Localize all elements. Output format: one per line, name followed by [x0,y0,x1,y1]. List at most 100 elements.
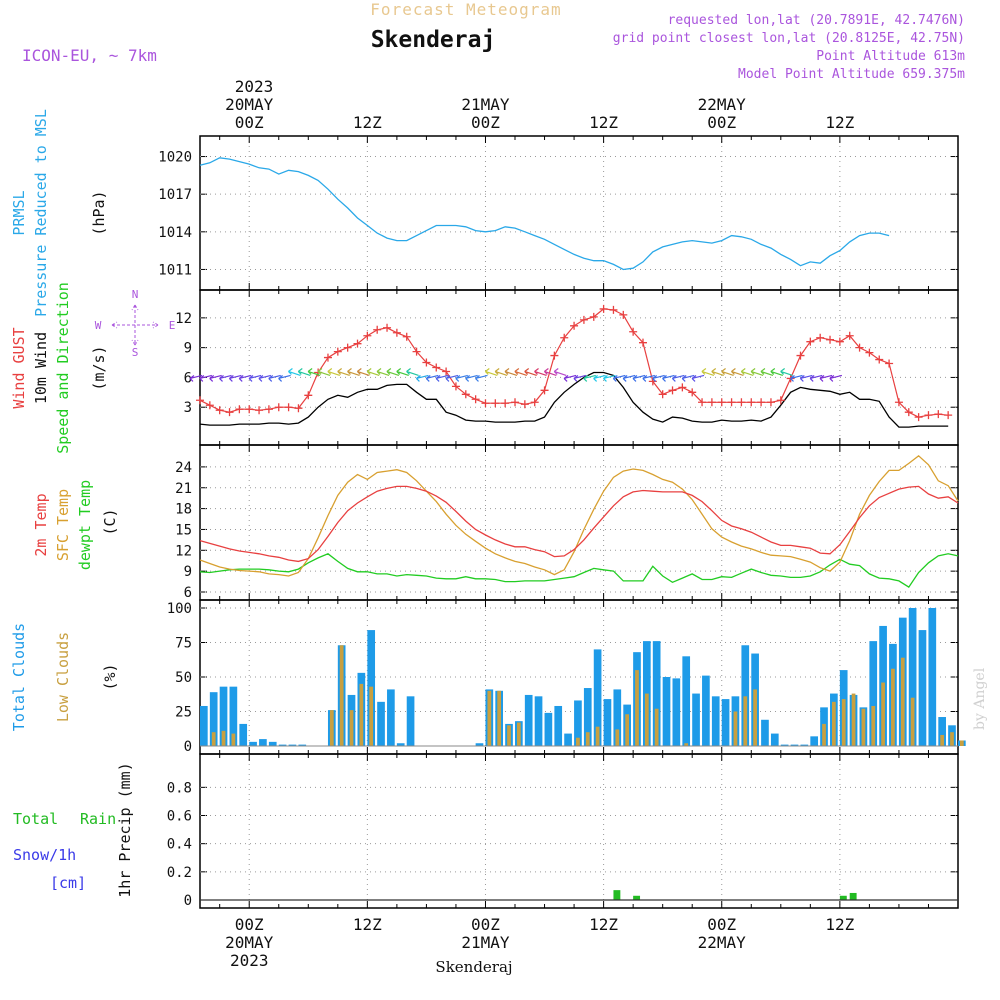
y-tick-label: 12 [175,311,192,327]
top-year-label: 2023 [235,77,274,96]
y-tick-label: 0 [184,739,192,755]
low-cloud-bar [487,690,492,746]
clouds-unit: (%) [101,663,119,690]
total-cloud-bar [524,694,533,746]
wind-direction-arrow [652,374,665,382]
gust-marker [766,398,775,407]
wind-direction-arrow [258,374,272,382]
wind-direction-arrow [199,374,212,382]
sfc-label: SFC Temp [54,489,72,561]
y-tick-label: 12 [175,543,192,559]
y-tick-label: 9 [184,564,192,580]
gust-marker [658,390,667,399]
wind-direction-arrow [209,374,222,382]
wind-direction-arrow [288,367,301,377]
dewpt-label: dewpt Temp [76,480,94,570]
rain-bar [839,895,847,900]
total-cloud-bar [278,744,287,746]
low-cloud-bar [891,668,895,746]
low-cloud-bar [507,725,511,746]
total-cloud-bar [298,744,307,746]
y-tick-label: 25 [175,705,192,721]
total-cloud-bar [574,700,582,746]
y-tick-label: 18 [175,502,192,518]
location-title: Skenderaj [371,27,496,53]
y-tick-label: 6 [184,370,192,386]
gust-marker [806,337,815,346]
low-cloud-bar [329,710,334,746]
wind-direction-arrow [563,374,577,382]
wind-direction-arrow [799,374,813,382]
gust-marker [678,383,687,392]
bottom-hour-label: 12Z [353,915,382,934]
wind-direction-arrow [711,367,724,377]
gust-marker [235,405,244,414]
gust-marker [294,404,303,413]
watermark: by Angel [972,667,988,730]
pressure-line [199,157,890,271]
wind-direction-arrow [622,374,636,382]
total-cloud-bar [209,692,218,746]
top-hour-label: 00Z [235,113,264,132]
low-cloud-bar [950,732,954,746]
model-altitude: Model Point Altitude 659.375m [738,67,965,82]
gust-marker [894,398,903,407]
total-cloud-bar [239,723,248,746]
total-cloud-bar [810,736,819,746]
y-tick-label: 21 [175,481,192,497]
footer-location: Skenderaj [435,958,512,976]
wind-direction-arrow [376,367,390,377]
gust-marker [215,406,224,415]
wind-direction-arrow [721,367,734,377]
rain-bar [849,892,857,900]
total-cloud-bar [249,741,257,746]
wind-direction-arrow [632,374,646,382]
gust-marker [540,386,549,395]
low-cloud-bar [753,689,757,746]
total-cloud-bar [377,701,385,746]
legend-snow-unit: [cm] [50,874,86,892]
y-tick-label: 6 [184,585,192,601]
gust-marker [520,400,529,409]
gust-marker [550,351,559,360]
wind-direction-arrow [583,374,596,382]
gust-marker [796,351,805,360]
gust-marker [599,304,608,313]
wind-direction-arrow [189,374,203,382]
rain-bar [633,895,641,900]
top-hour-label: 12Z [353,113,382,132]
gust-marker [757,398,766,407]
wind-direction-arrow [731,367,744,377]
wind-direction-arrow [465,374,478,382]
total-cloud-bar [928,608,937,746]
low-cloud-bar [211,732,216,746]
gust-marker [383,323,392,332]
low-cloud-bar [940,734,945,746]
wind-direction-arrow [790,374,803,382]
wind-direction-arrow [750,367,764,377]
pressure-label-short: PRMSL [10,190,28,235]
gust-marker [826,335,835,344]
gust-marker [579,315,588,324]
gust-marker [284,403,293,412]
y-tick-label: 24 [175,460,192,476]
low-cloud-bar [654,708,659,746]
sfc-temp-line [199,454,959,577]
y-tick-label: 15 [175,522,192,538]
total-cloud-bar [711,696,720,746]
pressure-label-long: Pressure Reduced to MSL [32,109,50,317]
compass-rose [111,304,159,346]
low-cloud-bar [585,732,590,746]
total-cloud-bar [564,733,572,746]
y-tick-label: 0 [184,893,192,909]
total-cloud-bar [652,641,661,746]
gust-marker [402,332,411,341]
low-cloud-bar [635,670,639,746]
low-cloud-bar [576,737,580,746]
total-cloud-bar [554,705,563,746]
gust-marker [668,386,677,395]
product-title: Forecast Meteogram [370,0,561,19]
total-cloud-bar [780,744,789,746]
